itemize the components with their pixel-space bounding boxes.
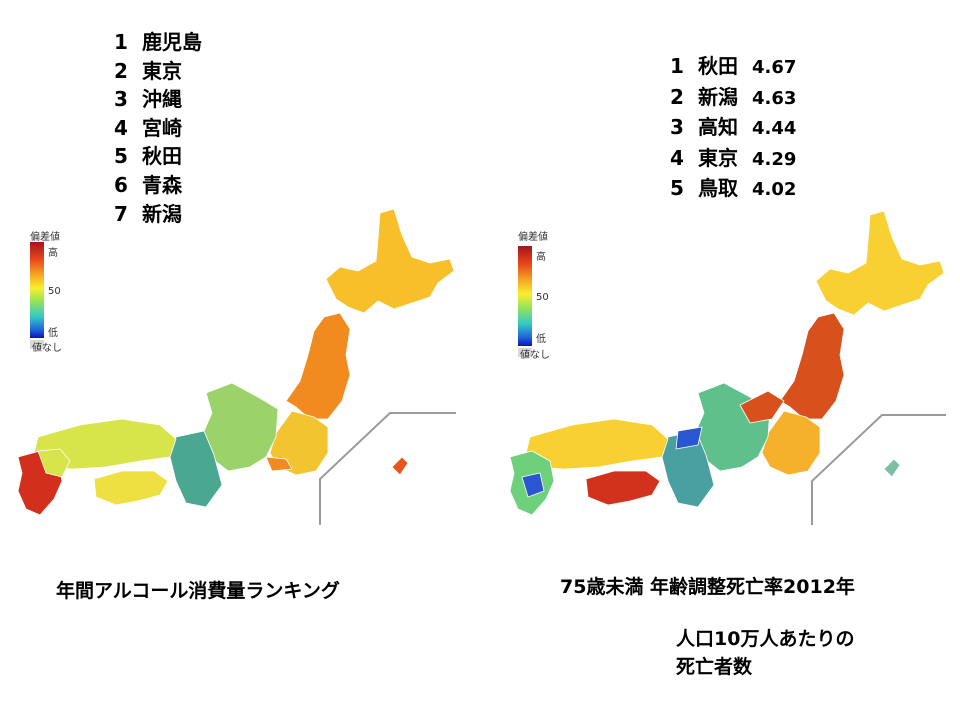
rank-number: 7	[114, 201, 128, 226]
right-subcaption-line2: 死亡者数	[676, 656, 753, 678]
region-kyushu-center	[521, 472, 545, 498]
right-subcaption-line1: 人口10万人あたりの	[676, 628, 855, 650]
left-rank-row: 3 沖縄	[114, 85, 202, 114]
legend-color-scale	[30, 242, 44, 338]
legend-title: 偏差値	[518, 232, 548, 243]
prefecture-name: 宮崎	[142, 115, 182, 140]
prefecture-name: 鹿児島	[142, 30, 202, 54]
region-kyushu-north	[37, 448, 71, 478]
region-hokkaido	[815, 210, 945, 316]
legend-no-value-swatch	[30, 340, 44, 349]
rank-number: 1	[114, 30, 128, 54]
left-rank-row: 2 東京	[114, 57, 202, 86]
left-rank-row: 5 秋田	[114, 142, 202, 171]
rank-value: 4.63	[752, 87, 797, 109]
legend-high-label: 高	[536, 252, 546, 263]
right-ranking-list: 1 秋田 4.67 2 新潟 4.63 3 高知 4.44 4 東京 4.29 5 鳥取 4.02	[670, 52, 796, 205]
prefecture-name: 鳥取	[698, 176, 738, 201]
prefecture-name: 沖縄	[142, 87, 182, 112]
left-rank-row: 6 青森	[114, 171, 202, 200]
prefecture-name: 秋田	[142, 144, 182, 169]
prefecture-name: 新潟	[142, 201, 182, 226]
region-kanto	[761, 410, 821, 476]
prefecture-name: 秋田	[698, 54, 738, 78]
rank-number: 3	[114, 87, 128, 112]
okinawa-inset-frame	[319, 412, 456, 525]
rank-number: 5	[114, 144, 128, 169]
rank-number: 1	[670, 54, 684, 78]
right-color-legend: 偏差値 高 50 低 値なし	[518, 228, 578, 363]
legend-none-label: 値なし	[520, 350, 550, 361]
region-hokkaido	[325, 208, 455, 314]
region-tohoku	[779, 312, 845, 420]
region-tottori	[675, 426, 703, 450]
right-rank-row: 2 新潟 4.63	[670, 83, 796, 114]
right-caption: 75歳未満 年齢調整死亡率2012年	[560, 576, 855, 598]
left-japan-map	[17, 208, 456, 525]
prefecture-name: 東京	[698, 145, 738, 170]
rank-value: 4.67	[752, 57, 797, 78]
right-rank-row: 1 秋田 4.67	[670, 52, 796, 83]
prefecture-name: 高知	[698, 115, 738, 140]
legend-color-scale	[518, 246, 532, 346]
region-niigata	[739, 390, 785, 424]
region-tokyo	[265, 456, 293, 472]
legend-none-label: 値なし	[32, 343, 62, 354]
legend-no-value-swatch	[518, 348, 532, 357]
rank-number: 2	[670, 84, 684, 109]
rank-value: 4.29	[752, 148, 797, 170]
rank-number: 4	[114, 115, 128, 140]
rank-value: 4.44	[752, 118, 797, 140]
legend-low-label: 低	[536, 334, 546, 345]
right-japan-map	[509, 210, 946, 525]
rank-number: 6	[114, 172, 128, 197]
left-rank-row: 4 宮崎	[114, 114, 202, 143]
rank-number: 4	[670, 145, 684, 170]
legend-high-label: 高	[48, 248, 58, 259]
region-shikoku	[93, 470, 169, 506]
left-ranking-list: 1 鹿児島 2 東京 3 沖縄 4 宮崎 5 秋田 6 青森 7 新潟	[114, 28, 202, 228]
rank-value: 4.02	[752, 179, 797, 201]
right-rank-row: 4 東京 4.29	[670, 144, 796, 175]
legend-title: 偏差値	[30, 232, 60, 243]
prefecture-name: 新潟	[698, 84, 738, 109]
region-okinawa	[391, 456, 409, 476]
region-shikoku	[585, 470, 661, 506]
left-caption: 年間アルコール消費量ランキング	[56, 580, 340, 602]
right-rank-row: 3 高知 4.44	[670, 113, 796, 144]
rank-number: 3	[670, 115, 684, 140]
rank-number: 2	[114, 58, 128, 83]
legend-mid-label: 50	[536, 292, 549, 303]
legend-low-label: 低	[48, 328, 58, 339]
rank-number: 5	[670, 176, 684, 201]
region-okinawa	[883, 458, 901, 478]
region-kinki	[169, 430, 223, 508]
region-chubu	[203, 382, 279, 472]
prefecture-name: 東京	[142, 58, 182, 83]
region-tohoku	[285, 312, 351, 420]
legend-mid-label: 50	[48, 286, 61, 297]
left-rank-row: 1 鹿児島	[114, 28, 202, 57]
okinawa-inset-frame	[811, 414, 946, 525]
right-rank-row: 5 鳥取 4.02	[670, 174, 796, 205]
left-color-legend: 偏差値 高 50 低 値なし	[30, 228, 90, 358]
prefecture-name: 青森	[142, 172, 182, 197]
left-rank-row: 7 新潟	[114, 200, 202, 229]
